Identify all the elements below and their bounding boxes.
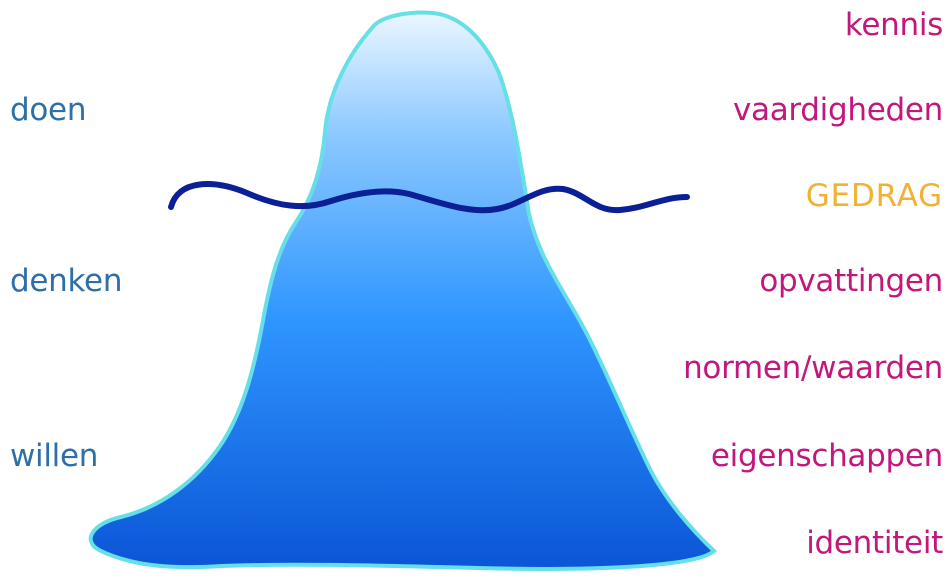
label-identiteit: identiteit: [806, 525, 943, 561]
label-opvattingen: opvattingen: [759, 263, 943, 299]
label-kennis: kennis: [844, 7, 943, 43]
label-normen-waarden: normen/waarden: [683, 350, 943, 386]
label-gedrag: GEDRAG: [805, 178, 943, 214]
iceberg-shape: [88, 10, 717, 571]
label-willen: willen: [10, 438, 99, 474]
waterline-wave: [168, 181, 690, 214]
label-doen: doen: [10, 92, 87, 128]
label-vaardigheden: vaardigheden: [732, 92, 943, 128]
label-eigenschappen: eigenschappen: [710, 438, 943, 474]
label-denken: denken: [10, 263, 123, 299]
